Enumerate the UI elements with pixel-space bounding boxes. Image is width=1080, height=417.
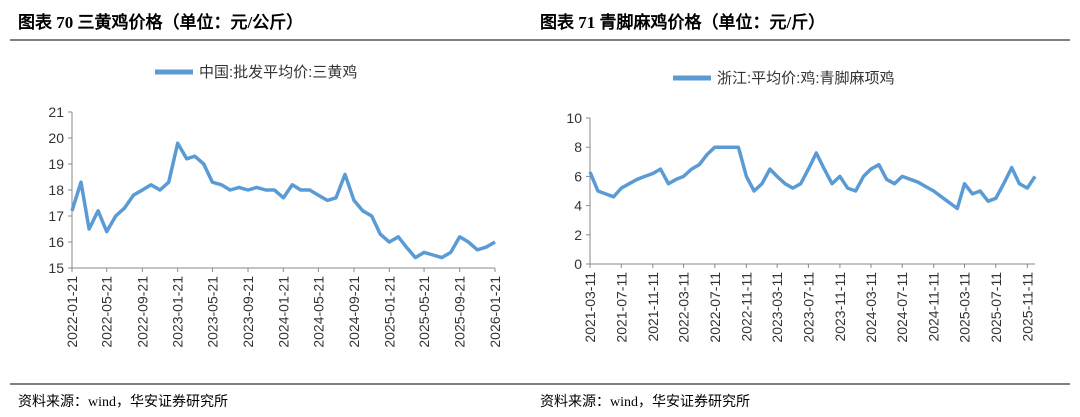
x-tick-label: 2025-11-11 [1019, 272, 1035, 342]
x-tick-label: 2022-01-21 [64, 276, 80, 348]
y-tick-label: 20 [48, 130, 64, 146]
x-tick-label: 2024-09-21 [346, 276, 362, 348]
y-tick-label: 19 [48, 156, 64, 172]
x-tick-label: 2022-05-21 [99, 276, 115, 348]
x-tick-label: 2025-07-11 [988, 272, 1004, 343]
x-tick-label: 2024-03-11 [863, 272, 879, 343]
x-tick-label: 2025-05-21 [416, 276, 432, 348]
x-tick-label: 2023-11-11 [832, 272, 848, 342]
x-tick-label: 2023-09-21 [240, 276, 256, 348]
x-tick-label: 2022-03-11 [676, 272, 692, 343]
y-tick-label: 8 [574, 139, 582, 155]
x-tick-label: 2023-07-11 [800, 272, 816, 343]
y-tick-label: 4 [574, 198, 582, 214]
x-tick-label: 2023-05-21 [204, 276, 220, 348]
y-tick-label: 15 [48, 260, 64, 276]
chart-title: 图表 70 三黄鸡价格（单位：元/公斤） [18, 12, 303, 32]
x-tick-label: 2024-11-11 [926, 272, 942, 342]
y-tick-label: 0 [574, 256, 582, 272]
y-tick-label: 10 [566, 110, 582, 126]
x-tick-label: 2025-09-21 [452, 276, 468, 348]
legend-label: 浙江:平均价:鸡:青脚麻项鸡 [717, 70, 895, 87]
x-tick-label: 2025-01-21 [381, 276, 397, 348]
x-tick-label: 2021-03-11 [582, 272, 598, 343]
x-tick-label: 2025-03-11 [957, 272, 973, 343]
x-tick-label: 2023-03-11 [769, 272, 785, 343]
x-tick-label: 2024-01-21 [275, 276, 291, 348]
x-tick-label: 2023-01-21 [170, 276, 186, 348]
x-tick-label: 2022-11-11 [738, 272, 754, 342]
x-tick-label: 2024-05-21 [310, 276, 326, 348]
x-tick-label: 2024-07-11 [894, 272, 910, 343]
source-note: 资料来源：wind，华安证券研究所 [18, 394, 228, 410]
x-tick-label: 2021-07-11 [613, 272, 629, 343]
chart-title: 图表 71 青脚麻鸡价格（单位：元/斤） [540, 12, 825, 32]
y-tick-label: 6 [574, 168, 582, 184]
legend-label: 中国:批发平均价:三黄鸡 [199, 64, 357, 81]
y-tick-label: 21 [48, 104, 64, 120]
source-note: 资料来源：wind，华安证券研究所 [540, 394, 750, 410]
x-tick-label: 2026-01-21 [487, 276, 503, 348]
series-line [70, 141, 496, 260]
x-tick-label: 2021-11-11 [645, 272, 661, 342]
x-tick-label: 2022-07-11 [707, 272, 723, 343]
y-tick-label: 17 [48, 208, 64, 224]
series-line [588, 145, 1037, 211]
y-tick-label: 18 [48, 182, 64, 198]
y-tick-label: 16 [48, 234, 64, 250]
y-tick-label: 2 [574, 227, 582, 243]
x-tick-label: 2022-09-21 [134, 276, 150, 348]
